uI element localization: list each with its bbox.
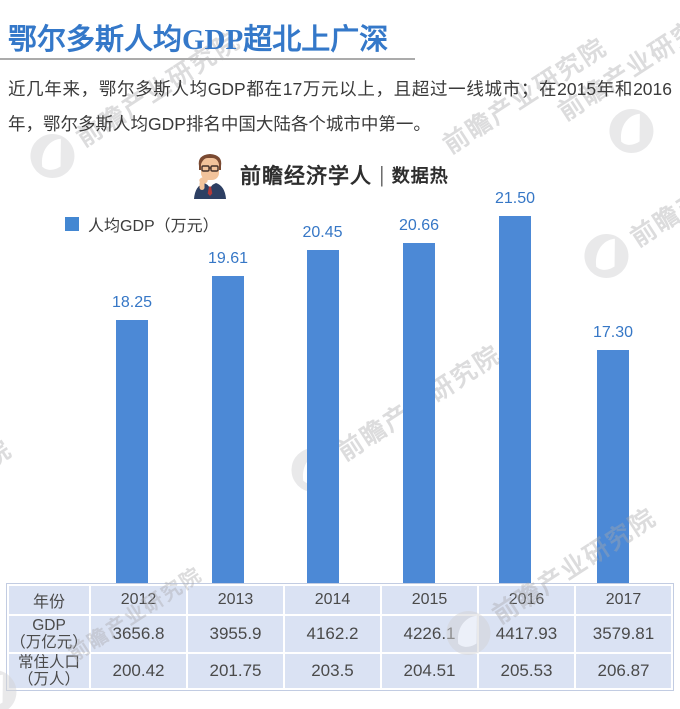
watermark-logo-icon — [584, 234, 629, 279]
brand-lockup: 前瞻经济学人 | 数据热 — [190, 150, 449, 200]
brand-divider: | — [380, 162, 384, 187]
watermark-text: 前瞻产业研究院 — [332, 340, 507, 467]
gdp-bar-2015 — [403, 243, 435, 583]
brand-tagline: 数据热 — [391, 166, 449, 186]
table-cell: 205.53 — [479, 654, 574, 688]
table-cell: 3955.9 — [188, 616, 283, 652]
table-year-header: 2012 — [91, 586, 186, 614]
table-cell: 206.87 — [576, 654, 671, 688]
table-cell: 201.75 — [188, 654, 283, 688]
table-cell: 4226.1 — [382, 616, 477, 652]
legend-label: 人均GDP（万元） — [88, 218, 219, 235]
bar-value-label: 19.61 — [207, 250, 249, 267]
thinking-economist-avatar-icon — [194, 153, 226, 199]
legend-swatch-icon — [65, 217, 79, 231]
table-cell: 200.42 — [91, 654, 186, 688]
bar-value-label: 21.50 — [494, 190, 536, 207]
bar-value-label: 20.45 — [302, 224, 343, 241]
table-row-label: GDP （万亿元） — [9, 616, 89, 652]
table-cell: 3579.81 — [576, 616, 671, 652]
gdp-bar-2012 — [116, 320, 148, 583]
watermark: 前瞻产业研究院 — [576, 118, 680, 287]
bar-value-label: 18.25 — [111, 294, 153, 311]
brand-name: 前瞻经济学人 — [240, 165, 372, 188]
watermark-text: 前瞻产业研究院 — [0, 434, 18, 562]
table-year-header: 2017 — [576, 586, 671, 614]
page-title: 鄂尔多斯人均GDP超北上广深 — [8, 24, 389, 56]
table-year-header: 2013 — [188, 586, 283, 614]
watermark: 前瞻产业研究院 — [0, 430, 18, 563]
table-cell: 4162.2 — [285, 616, 380, 652]
gdp-bar-2017 — [597, 350, 629, 583]
table-row-label: 常住人口 （万人） — [9, 654, 89, 688]
chart-legend: 人均GDP（万元） — [65, 212, 219, 236]
watermark-logo-icon — [291, 448, 336, 493]
table-cell: 3656.8 — [91, 616, 186, 652]
table-year-header: 2015 — [382, 586, 477, 614]
intro-text: 近几年来，鄂尔多斯人均GDP都在17万元以上，且超过一线城市；在2015年和20… — [8, 79, 672, 134]
table-corner-header: 年份 — [9, 586, 89, 614]
gdp-bar-2013 — [212, 276, 244, 583]
gdp-bar-2014 — [306, 250, 339, 583]
title-divider — [0, 58, 415, 60]
bar-value-label: 17.30 — [592, 324, 634, 341]
table-cell: 204.51 — [382, 654, 477, 688]
data-table: 年份 2012 2013 2014 2015 2016 2017 GDP （万亿元） 3656.8… — [6, 583, 674, 691]
table-year-header: 2016 — [479, 586, 574, 614]
bar-value-label: 20.66 — [398, 217, 440, 234]
table-cell: 4417.93 — [479, 616, 574, 652]
watermark: 前瞻产业研究院 — [283, 332, 510, 501]
gdp-bar-2016 — [499, 216, 531, 583]
table-cell: 203.5 — [285, 654, 380, 688]
table-year-header: 2014 — [285, 586, 380, 614]
